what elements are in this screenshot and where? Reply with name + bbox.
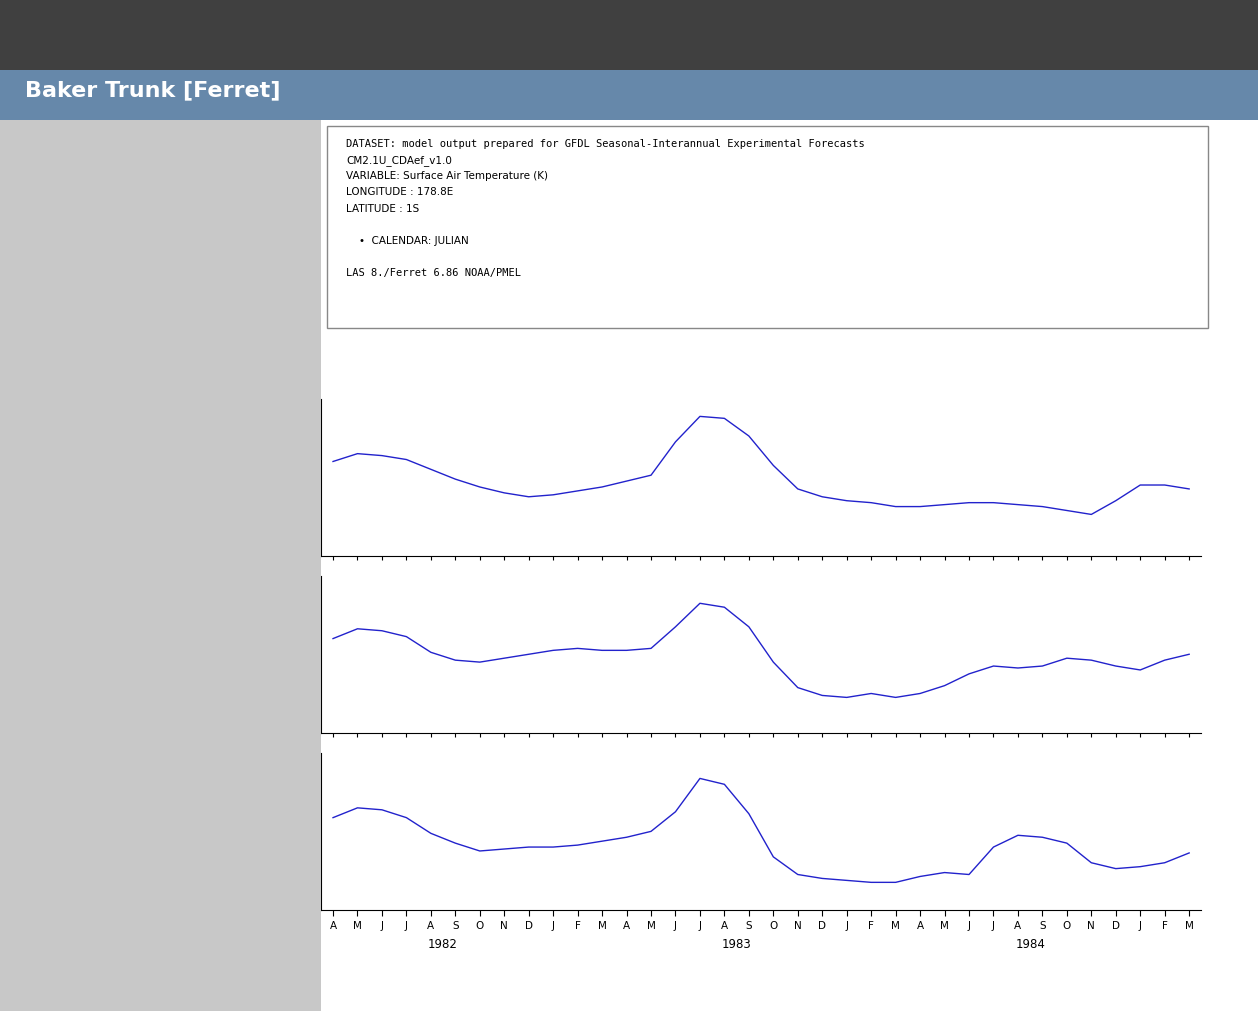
Text: VARIABLE: Surface Air Temperature (K): VARIABLE: Surface Air Temperature (K) bbox=[346, 171, 548, 181]
Text: CM2.1U_CDAef_v1.0: CM2.1U_CDAef_v1.0 bbox=[346, 155, 452, 166]
Text: 1983: 1983 bbox=[722, 937, 751, 950]
Text: LATITUDE : 1S: LATITUDE : 1S bbox=[346, 203, 419, 213]
Text: 1982: 1982 bbox=[428, 937, 458, 950]
Text: LONGITUDE : 178.8E: LONGITUDE : 178.8E bbox=[346, 187, 453, 197]
Text: Baker Trunk [Ferret]: Baker Trunk [Ferret] bbox=[25, 80, 281, 100]
Text: LAS 8./Ferret 6.86 NOAA/PMEL: LAS 8./Ferret 6.86 NOAA/PMEL bbox=[346, 268, 521, 278]
Y-axis label: Realization02: Realization02 bbox=[264, 617, 274, 693]
Text: 1984: 1984 bbox=[1015, 937, 1045, 950]
Text: DATASET: model output prepared for GFDL Seasonal-Interannual Experimental Foreca: DATASET: model output prepared for GFDL … bbox=[346, 139, 864, 149]
Y-axis label: Realization01: Realization01 bbox=[264, 440, 274, 516]
Y-axis label: Realization03: Realization03 bbox=[264, 794, 274, 869]
Text: •  CALENDAR: JULIAN: • CALENDAR: JULIAN bbox=[346, 236, 469, 246]
